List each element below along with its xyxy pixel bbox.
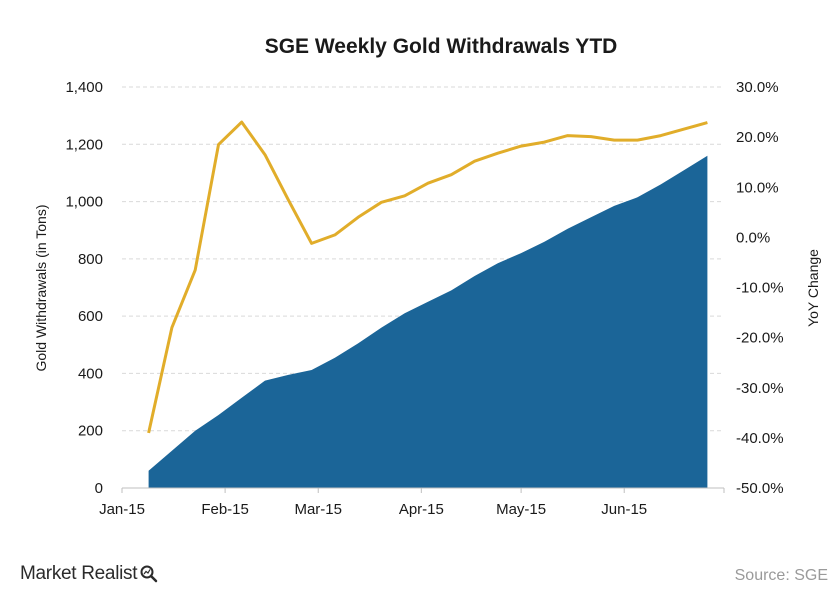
y-right-tick-label: 0.0% [736, 229, 770, 246]
y-left-tick-label: 1,200 [65, 136, 103, 153]
y-left-tick-label: 600 [78, 308, 103, 325]
magnifier-icon [140, 565, 158, 583]
withdrawals-area [148, 155, 708, 488]
y-right-tick-label: 20.0% [736, 129, 779, 146]
source-note: Source: SGE [734, 567, 828, 584]
y-right-tick-label: -10.0% [736, 280, 784, 297]
y-right-tick-label: -50.0% [736, 480, 784, 497]
x-tick-label: Apr-15 [399, 501, 444, 518]
y-left-tick-label: 400 [78, 365, 103, 382]
y-left-tick-label: 0 [95, 480, 103, 497]
withdrawals-area-layer [148, 155, 708, 488]
y-right-tick-label: -30.0% [736, 380, 784, 397]
chart-title: SGE Weekly Gold Withdrawals YTD [265, 35, 618, 58]
y-right-axis-title: YoY Change [805, 249, 821, 327]
chart: SGE Weekly Gold Withdrawals YTD 0 200 400 6… [33, 35, 821, 518]
x-tick-label: Feb-15 [201, 501, 249, 518]
axes: 0 200 400 600 800 1,000 1,200 1,400 -50.0% -40.0%… [65, 79, 783, 518]
yoy-line-layer [147, 120, 708, 434]
y-left-tick-label: 1,000 [65, 194, 103, 211]
x-tick-label: Mar-15 [294, 501, 342, 518]
y-right-tick-label: 30.0% [736, 79, 779, 96]
x-tick-label: Jan-15 [99, 501, 145, 518]
y-left-tick-label: 800 [78, 251, 103, 268]
x-tick-label: Jun-15 [601, 501, 647, 518]
y-left-axis-title: Gold Withdrawals (in Tons) [33, 204, 49, 371]
y-right-tick-label: -20.0% [736, 330, 784, 347]
y-right-tick-label: -40.0% [736, 430, 784, 447]
y-right-tick-label: 10.0% [736, 179, 779, 196]
market-realist-logo: Market Realist [20, 563, 159, 585]
y-left-tick-label: 1,400 [65, 79, 103, 96]
y-left-tick-label: 200 [78, 423, 103, 440]
brand-name: Market Realist [20, 563, 138, 584]
x-tick-label: May-15 [496, 501, 546, 518]
yoy-change-line [147, 120, 708, 434]
